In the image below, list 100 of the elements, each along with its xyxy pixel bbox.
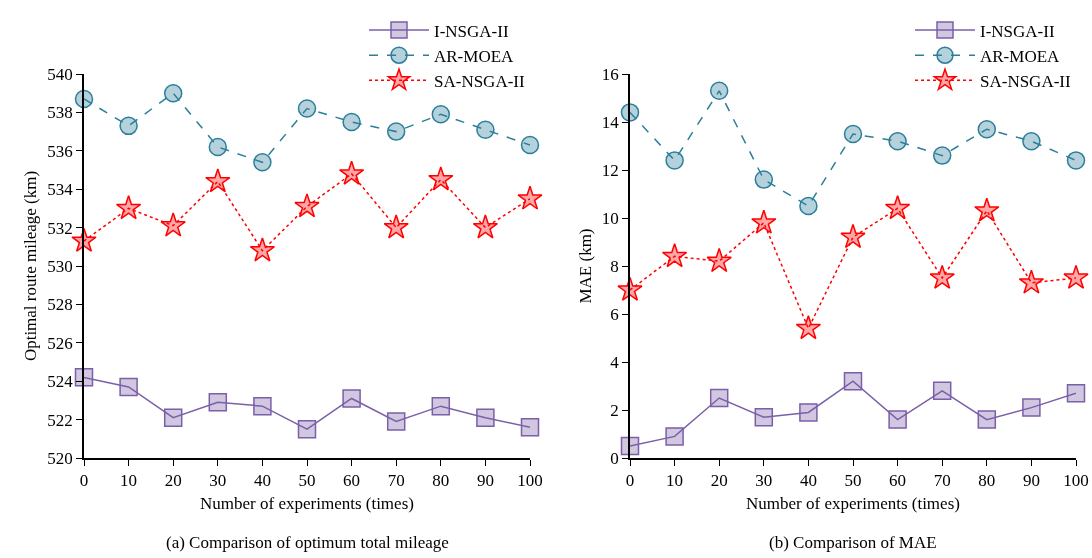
y-tick-label: 0 <box>610 448 619 468</box>
point <box>661 243 688 268</box>
point <box>383 214 409 239</box>
y-tick-label: 10 <box>601 208 619 228</box>
y-tick-label: 528 <box>47 295 73 315</box>
legend-label: I-NSGA-II <box>980 21 1055 41</box>
y-tick-label: 522 <box>47 410 73 430</box>
x-tick-label: 80 <box>978 471 996 491</box>
point <box>476 408 495 427</box>
point <box>754 407 774 427</box>
point <box>665 427 684 446</box>
point <box>205 168 231 193</box>
point <box>1063 264 1089 289</box>
y-tick-label: 2 <box>610 400 619 420</box>
point <box>431 396 451 416</box>
point <box>1018 269 1045 294</box>
legend-label: AR-MOEA <box>980 46 1061 66</box>
text: (b) Comparison of MAE <box>769 533 937 552</box>
point <box>1066 383 1086 403</box>
x-tick-label: 40 <box>253 471 271 491</box>
point <box>297 419 317 439</box>
point <box>119 377 138 397</box>
point <box>119 116 138 136</box>
point <box>932 146 952 165</box>
point <box>1022 398 1041 417</box>
point <box>253 153 272 172</box>
y-tick-label: 14 <box>601 112 620 132</box>
legend-label: SA-NSGA-II <box>434 71 525 91</box>
point <box>472 214 499 239</box>
x-tick-label: 50 <box>298 471 316 491</box>
x-axis-title: Number of experiments (times) <box>746 494 960 514</box>
x-tick-label: 60 <box>343 471 361 491</box>
y-tick-label: 526 <box>47 333 73 353</box>
point <box>709 81 729 101</box>
y-tick-label: 8 <box>610 256 619 276</box>
y-axis-title: MAE (km) <box>575 228 595 304</box>
point <box>709 388 729 408</box>
y-tick-label: 540 <box>47 64 73 84</box>
y-tick-label: 12 <box>601 160 619 180</box>
y-axis-title: Optimal route mileage (km) <box>21 170 41 362</box>
point <box>888 131 907 151</box>
x-tick-label: 10 <box>666 471 684 491</box>
point <box>163 408 183 427</box>
point <box>795 315 822 340</box>
point <box>977 119 997 139</box>
legend-label: AR-MOEA <box>434 46 515 66</box>
x-tick-label: 100 <box>1063 471 1089 491</box>
x-tick-label: 40 <box>799 471 817 491</box>
x-tick-label: 80 <box>432 471 450 491</box>
y-tick-label: 520 <box>47 448 73 468</box>
y-tick-label: 530 <box>47 256 73 276</box>
point <box>974 197 1000 222</box>
point <box>386 122 406 141</box>
point <box>932 381 952 401</box>
point <box>884 195 911 220</box>
x-tick-label: 10 <box>120 471 138 491</box>
point <box>386 412 406 431</box>
point <box>208 137 228 157</box>
point <box>342 112 361 132</box>
x-tick-label: 30 <box>755 471 773 491</box>
y-tick-label: 4 <box>610 352 620 372</box>
point <box>294 193 320 218</box>
point <box>517 185 543 210</box>
point <box>253 396 272 416</box>
point <box>1022 131 1041 151</box>
point <box>840 223 866 249</box>
x-tick-label: 20 <box>710 471 728 491</box>
x-tick-label: 30 <box>209 471 227 491</box>
point <box>929 264 955 289</box>
x-tick-label: 0 <box>79 471 89 491</box>
point <box>249 237 276 262</box>
y-tick-label: 536 <box>47 141 73 161</box>
point <box>431 105 451 124</box>
x-tick-label: 70 <box>387 471 405 491</box>
point <box>665 151 684 170</box>
text: (a) Comparison of optimum total mileage <box>166 533 449 552</box>
point <box>428 166 454 191</box>
point <box>799 403 818 422</box>
point <box>163 83 183 103</box>
x-tick-label: 70 <box>933 471 951 491</box>
point <box>476 120 495 139</box>
point <box>115 195 142 220</box>
x-tick-label: 50 <box>844 471 862 491</box>
x-tick-label: 60 <box>889 471 907 491</box>
point <box>74 368 94 387</box>
x-tick-label: 90 <box>1022 471 1040 491</box>
point <box>888 410 907 429</box>
x-tick-label: 90 <box>476 471 494 491</box>
point <box>160 212 186 237</box>
y-tick-label: 538 <box>47 103 73 123</box>
x-tick-label: 20 <box>164 471 182 491</box>
point <box>342 389 361 408</box>
y-tick-label: 534 <box>47 180 74 200</box>
point <box>520 135 540 155</box>
point <box>843 124 863 144</box>
x-tick-label: 100 <box>517 471 543 491</box>
point <box>706 247 732 273</box>
point <box>1066 151 1086 170</box>
point <box>977 410 997 429</box>
legend-label: I-NSGA-II <box>434 21 509 41</box>
